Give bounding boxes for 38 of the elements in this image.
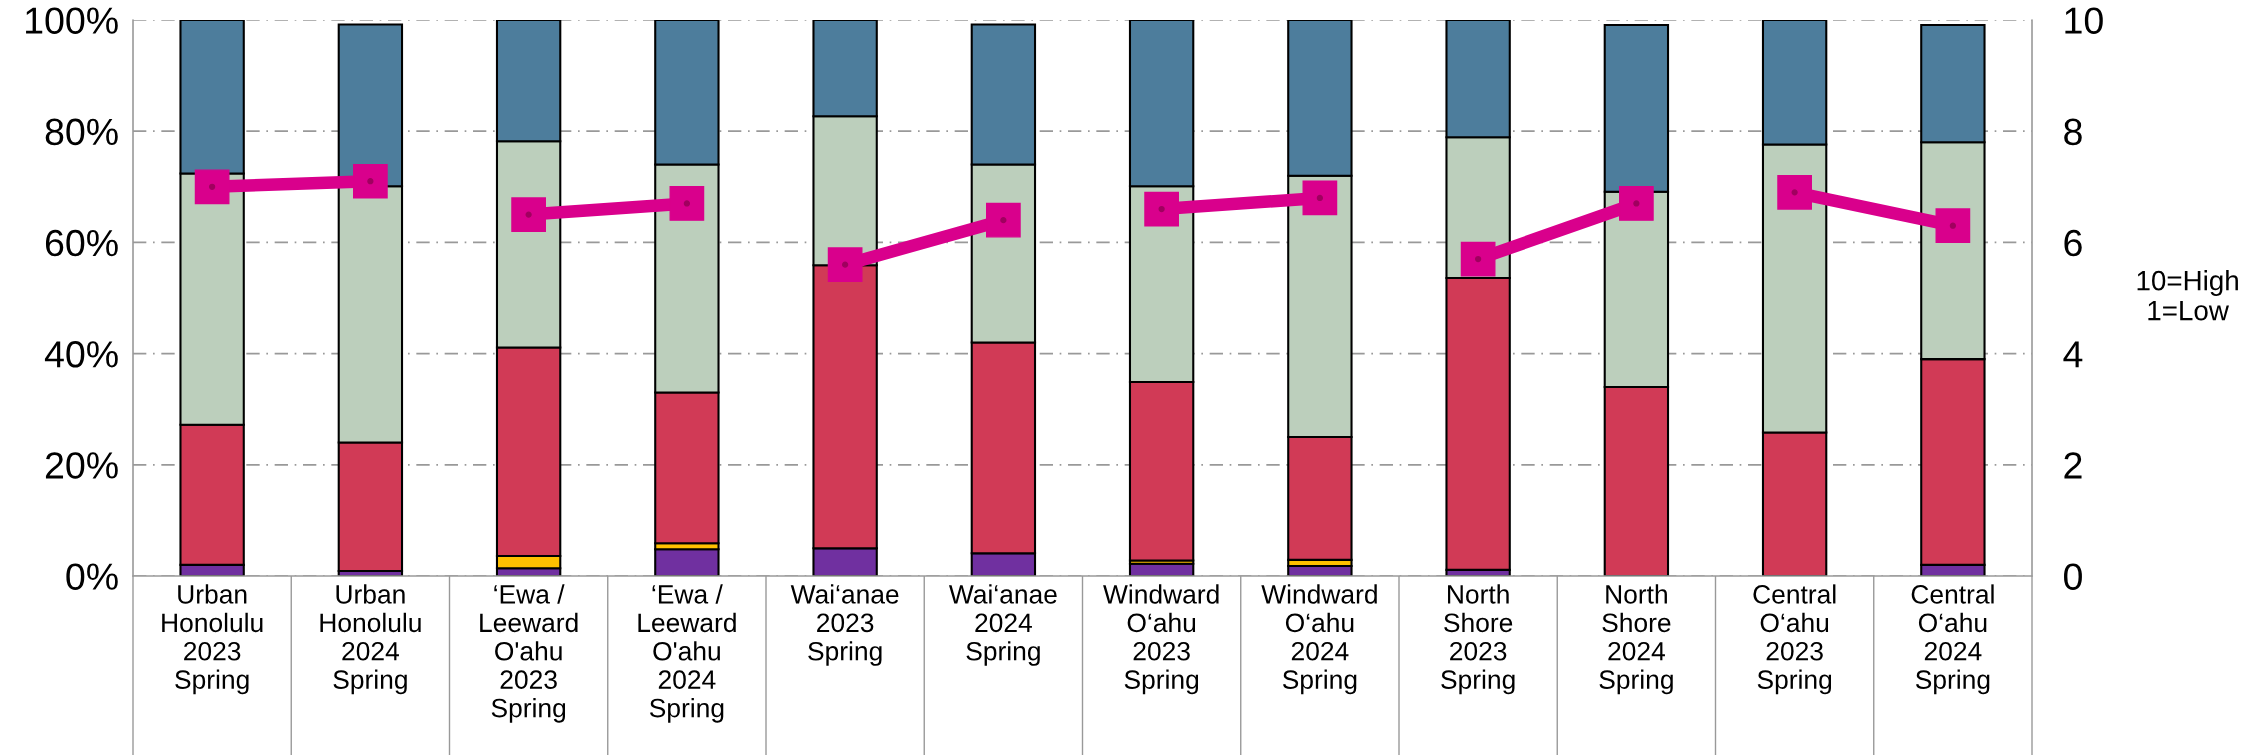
point <box>1460 241 1496 277</box>
point <box>1302 180 1338 216</box>
x-tick-label: Central O‘ahu 2023 Spring <box>1753 584 1836 695</box>
x-tick-label: North Shore 2024 Spring <box>1599 584 1673 695</box>
point <box>986 202 1021 238</box>
y2-tick-label: 8 <box>2064 118 2082 146</box>
point <box>1935 208 1971 244</box>
x-tick-label: Wai‘anae 2024 Spring <box>948 584 1057 666</box>
point <box>511 197 546 232</box>
x-tick-label: Windward O‘ahu 2023 Spring <box>1103 584 1219 695</box>
y2-tick-label: 6 <box>2064 229 2082 257</box>
y2-tick-label: 2 <box>2064 452 2082 479</box>
point <box>1777 174 1812 210</box>
y-tick-label: 100% <box>26 7 118 34</box>
x-tick-label: North Shore 2023 Spring <box>1441 584 1515 695</box>
point <box>353 163 388 199</box>
x-tick-label: Windward O‘ahu 2024 Spring <box>1261 584 1377 695</box>
x-tick-label: ‘Ewa / Leeward O'ahu 2023 Spring <box>480 584 578 723</box>
y2-tick-label: 10 <box>2065 7 2103 34</box>
y-tick-label: 40% <box>44 341 118 368</box>
y2-tick-label: 0 <box>2064 563 2082 590</box>
x-tick-label: Urban Honolulu 2024 Spring <box>320 584 421 695</box>
y-tick-label: 0% <box>66 563 118 590</box>
x-tick-label: ‘Ewa / Leeward O'ahu 2024 Spring <box>638 584 736 723</box>
y2-tick-label: 4 <box>2063 341 2083 368</box>
point <box>194 169 230 205</box>
y-tick-label: 80% <box>45 118 118 146</box>
point <box>1619 186 1654 221</box>
y-tick-label: 20% <box>45 452 118 479</box>
x-tick-label: Wai‘anae 2023 Spring <box>790 584 899 666</box>
y2-axis-title: 10=High 1=Low <box>2137 270 2238 321</box>
bar <box>654 548 720 576</box>
point <box>827 247 863 283</box>
x-tick-label: Central O‘ahu 2024 Spring <box>1911 584 1994 695</box>
x-tick-label: Urban Honolulu 2023 Spring <box>162 584 263 695</box>
point <box>669 186 705 221</box>
y-tick-label: 60% <box>45 229 118 257</box>
point <box>1144 191 1179 227</box>
